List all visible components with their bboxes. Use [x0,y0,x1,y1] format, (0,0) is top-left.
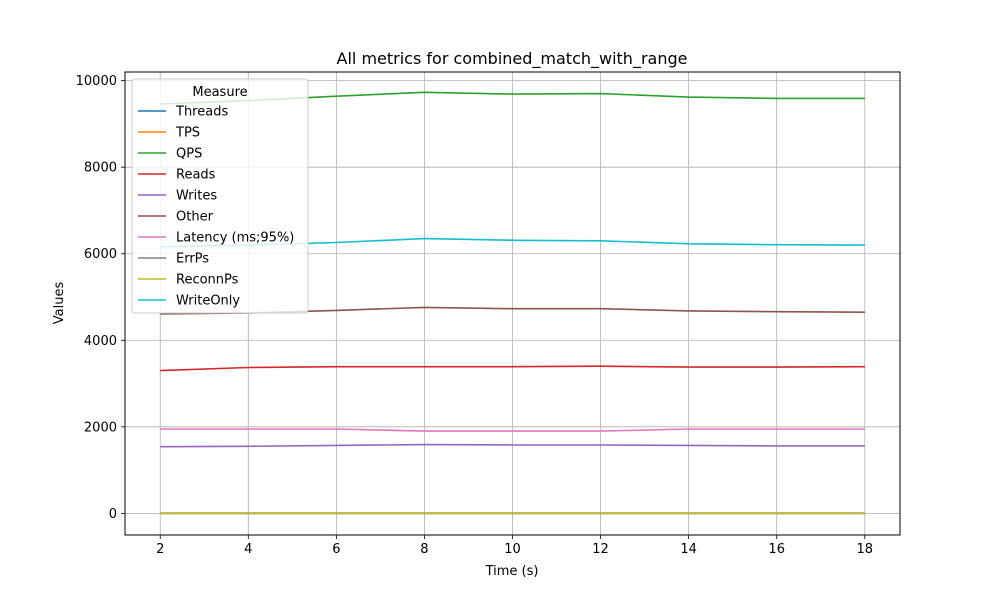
legend-label-reads: Reads [176,168,216,183]
y-axis-label: Values [52,282,67,325]
series-line-writes [160,443,865,448]
x-tick-label: 6 [332,542,340,557]
x-tick-label: 18 [856,542,873,557]
y-tick-label: 10000 [76,74,117,89]
legend-label-reconnps: ReconnPs [176,273,239,288]
x-tick-label: 4 [244,542,252,557]
tick-layer: 2 4 6 8 10 12 14 16 18 0 2000 4000 6000 8000 10000 [76,74,873,557]
y-tick-label: 2000 [84,420,117,435]
y-tick-label: 6000 [84,247,117,262]
chart-title: All metrics for combined_match_with_rang… [337,49,688,69]
x-tick-label: 8 [420,542,428,557]
legend-label-other: Other [176,210,214,225]
x-axis-label: Time (s) [485,564,539,579]
y-tick-label: 0 [109,507,117,522]
legend-label-tps: TPS [175,126,200,141]
legend-label-qps: QPS [176,147,202,162]
x-tick-label: 2 [156,542,164,557]
legend: Measure Threads TPS QPS Reads Writes Other Lat… [131,78,309,314]
series-line-reads [160,365,865,372]
y-tick-label: 4000 [84,334,117,349]
legend-label-writeonly: WriteOnly [176,294,240,309]
x-tick-label: 12 [592,542,609,557]
y-tick-label: 8000 [84,161,117,176]
legend-label-errps: ErrPs [176,252,209,267]
x-tick-label: 16 [768,542,785,557]
legend-items: Threads TPS QPS Reads Writes Other Latency (ms… [138,105,294,309]
x-tick-label: 14 [680,542,697,557]
legend-title: Measure [192,85,247,100]
x-tick-label: 10 [504,542,521,557]
legend-box [131,78,309,314]
series-line-latency-ms-95 [160,428,865,432]
legend-label-writes: Writes [176,189,217,204]
legend-label-latency-ms-95: Latency (ms;95%) [176,231,294,246]
legend-label-threads: Threads [175,105,228,120]
